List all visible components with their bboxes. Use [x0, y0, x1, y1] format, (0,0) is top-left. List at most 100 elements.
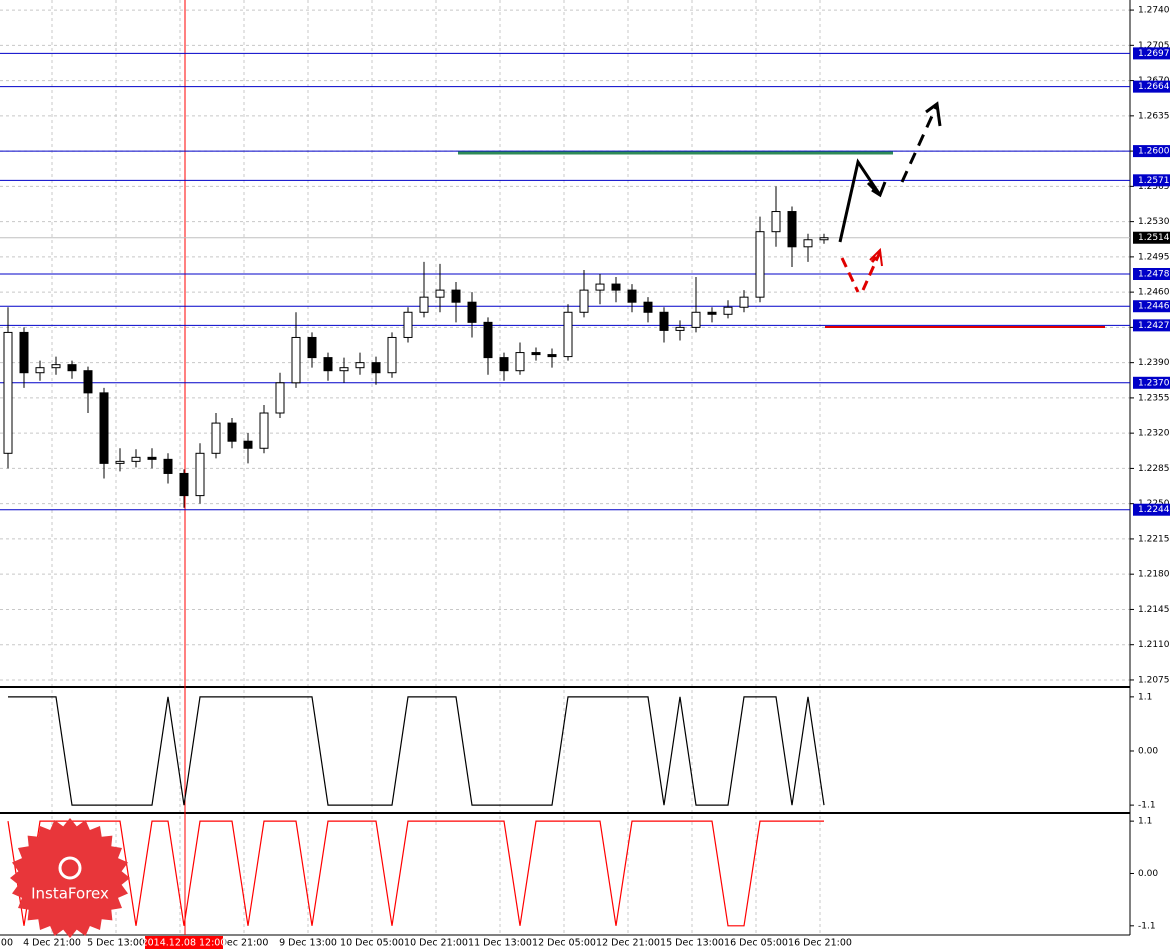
- candle-body: [131, 456, 141, 462]
- level-label: 1.2427: [1138, 321, 1170, 331]
- forecast-arrow: [838, 158, 882, 243]
- candle-body: [579, 289, 589, 313]
- x-tick-label: 10 Dec 21:00: [404, 938, 468, 949]
- y-tick-label: 0.00: [1138, 869, 1158, 879]
- candle-body: [115, 460, 125, 464]
- x-tick-label: 16 Dec 21:00: [788, 938, 852, 949]
- candle-body: [467, 301, 477, 323]
- y-tick-label: 1.2390: [1138, 358, 1170, 368]
- level-label-bg: [1133, 267, 1170, 280]
- y-tick-label: 1.2180: [1138, 570, 1170, 580]
- y-tick-label: 1.2495: [1138, 252, 1170, 262]
- y-tick-label: 1.2320: [1138, 429, 1170, 439]
- candle-body: [227, 422, 237, 442]
- candle-body: [323, 357, 333, 372]
- y-tick-label: -1.1: [1138, 801, 1156, 811]
- y-tick-label: 1.2530: [1138, 217, 1170, 227]
- candle-body: [243, 440, 253, 449]
- candle-body: [339, 367, 349, 372]
- candle-body: [451, 289, 461, 303]
- x-tick-label: 12 Dec 05:00: [532, 938, 596, 949]
- candle-body: [675, 326, 685, 331]
- x-tick-label: 16 Dec 05:00: [724, 938, 788, 949]
- forecast-arrow-dashed: [900, 104, 939, 183]
- x-tick-label: 10 Dec 05:00: [340, 938, 404, 949]
- candle-body: [67, 364, 77, 372]
- candle-body: [627, 289, 637, 303]
- logo-icon: [58, 856, 82, 880]
- level-label: 1.2478: [1138, 269, 1170, 279]
- candle-body: [771, 211, 781, 233]
- candle-body: [499, 357, 509, 372]
- y-tick-label: 1.2740: [1138, 6, 1170, 16]
- candle-body: [355, 362, 365, 369]
- candle-body: [659, 311, 669, 331]
- candle-body: [51, 364, 61, 369]
- x-tick-label: Dec 21:00: [220, 938, 269, 949]
- level-label: 1.2664: [1138, 82, 1170, 92]
- y-tick-label: 1.2110: [1138, 640, 1170, 650]
- candle-body: [563, 311, 573, 358]
- candle-body: [179, 472, 189, 497]
- indicator-line: [8, 696, 825, 806]
- candle-body: [163, 458, 173, 474]
- level-label-bg: [1133, 47, 1170, 60]
- y-tick-label: 0.00: [1138, 746, 1158, 756]
- y-tick-label: 1.2285: [1138, 464, 1170, 474]
- x-tick-label: 4 Dec 21:00: [23, 938, 81, 949]
- y-tick-label: 1.2635: [1138, 111, 1170, 121]
- candle-body: [99, 392, 109, 464]
- candle-body: [483, 321, 493, 359]
- candle-body: [803, 239, 813, 248]
- x-tick-label: 9 Dec 13:00: [279, 938, 337, 949]
- logo-text: InstaForex: [31, 885, 109, 903]
- level-label-bg: [1133, 300, 1170, 313]
- candle-body: [275, 382, 285, 414]
- level-label: 1.2571: [1138, 176, 1170, 186]
- level-label-bg: [1133, 145, 1170, 158]
- y-tick-label: 1.2565: [1138, 182, 1170, 192]
- candle-body: [371, 362, 381, 374]
- forecast-arrow-head: [871, 181, 887, 198]
- y-tick-label: 1.2460: [1138, 288, 1170, 298]
- y-tick-label: 1.1: [1138, 817, 1152, 827]
- candle-body: [83, 370, 93, 394]
- candle-body: [211, 422, 221, 454]
- candle-body: [35, 367, 45, 374]
- candle-body: [787, 211, 797, 248]
- level-label: 1.2697: [1138, 49, 1170, 59]
- candle-body: [259, 412, 269, 449]
- candle-body: [387, 336, 397, 374]
- x-tick-label: 15 Dec 13:00: [660, 938, 724, 949]
- level-label-bg: [1133, 376, 1170, 389]
- candle-body: [739, 296, 749, 308]
- y-tick-label: 1.2215: [1138, 534, 1170, 544]
- candle-body: [723, 306, 733, 315]
- candle-body: [643, 301, 653, 313]
- y-tick-label: -1.1: [1138, 921, 1156, 931]
- candle-body: [531, 352, 541, 356]
- grid: [0, 0, 1130, 935]
- candle-body: [755, 231, 765, 298]
- y-tick-label: 1.2145: [1138, 605, 1170, 615]
- level-label: 1.2446: [1138, 302, 1170, 312]
- candle-body: [611, 283, 621, 291]
- candle-body: [515, 352, 525, 372]
- candle-body: [595, 283, 605, 291]
- alt-arrow: [840, 257, 860, 293]
- level-label-bg: [1133, 80, 1170, 93]
- y-tick-label: 1.2355: [1138, 393, 1170, 403]
- candle-body: [403, 311, 413, 338]
- candle-body: [419, 296, 429, 313]
- candle-body: [435, 289, 445, 298]
- x-tick-label: 00: [1, 938, 13, 949]
- candle-body: [147, 456, 157, 460]
- level-label-bg: [1133, 319, 1170, 332]
- alt-arrow-head: [869, 247, 883, 267]
- candle-body: [291, 336, 301, 384]
- x-tick-label: 11 Dec 13:00: [468, 938, 532, 949]
- forecast-arrow-head: [925, 101, 942, 127]
- cursor-label: 2014.12.08 12:00: [142, 938, 227, 949]
